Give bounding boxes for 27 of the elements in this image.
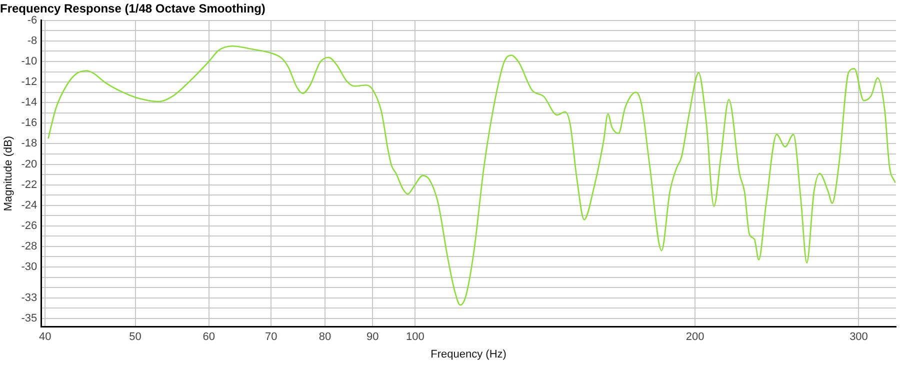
y-tick-label: -8 [27, 34, 38, 47]
y-tick-label: -26 [21, 220, 38, 232]
y-axis-title: Magnitude (dB) [2, 136, 15, 212]
x-axis-title: Frequency (Hz) [430, 348, 506, 360]
x-tick-label: 300 [850, 331, 868, 344]
x-tick-label: 200 [686, 331, 704, 344]
y-tick-label: -35 [21, 312, 38, 324]
x-tick-label: 80 [318, 331, 332, 344]
x-tick-label: 90 [366, 331, 379, 344]
y-tick-label: -18 [21, 138, 38, 150]
x-tick-label: 70 [264, 331, 278, 344]
x-tick-label: 60 [202, 331, 215, 344]
y-tick-label: -28 [21, 240, 38, 252]
y-tick-label: -30 [21, 261, 38, 274]
y-tick-label: -6 [27, 14, 38, 26]
y-tick-label: -14 [21, 96, 38, 109]
x-tick-label: 40 [39, 331, 52, 344]
y-tick-label: -12 [21, 76, 38, 88]
y-tick-label: -10 [21, 56, 38, 68]
x-tick-label: 100 [406, 331, 424, 344]
y-tick-label: -20 [21, 158, 38, 170]
chart-title: Frequency Response (1/48 Octave Smoothing) [0, 2, 266, 16]
y-tick-label: -33 [21, 292, 38, 304]
y-tick-label: -24 [21, 199, 38, 212]
y-tick-label: -16 [21, 117, 38, 130]
y-tick-label: -22 [21, 178, 38, 191]
x-tick-label: 50 [129, 331, 142, 344]
